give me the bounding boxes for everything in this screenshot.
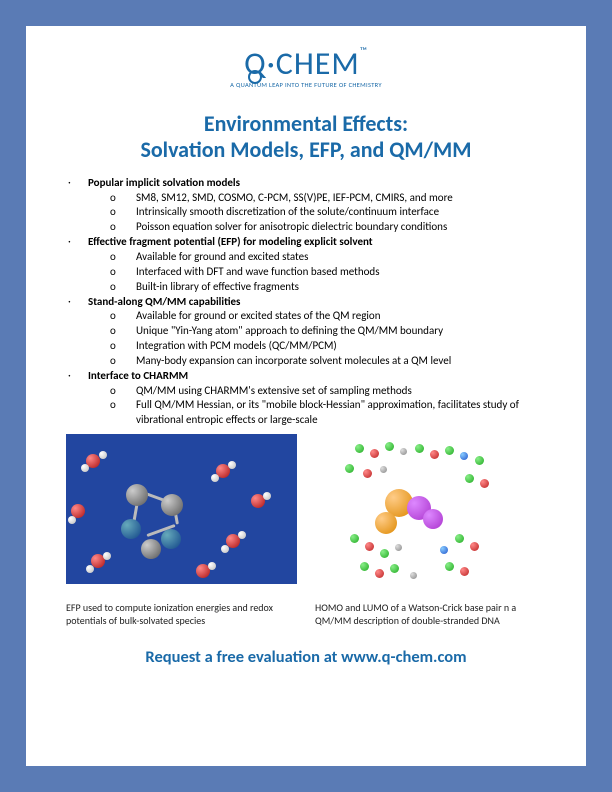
list-item: oUnique "Yin-Yang atom" approach to defi… [110,324,546,339]
caption-row: EFP used to compute ionization energies … [66,602,546,627]
list-item: oQM/MM using CHARMM's extensive set of s… [110,384,546,399]
page: Q·CHEM™ A QUANTUM LEAP INTO THE FUTURE O… [26,26,586,766]
section-heading: ·Stand-along QM/MM capabilities [66,295,546,310]
logo-block: Q·CHEM™ A QUANTUM LEAP INTO THE FUTURE O… [60,44,552,89]
figure-efp [66,434,297,584]
list-item: oFull QM/MM Hessian, or its "mobile bloc… [110,398,546,428]
list-item: oIntegration with PCM models (QC/MM/PCM) [110,339,546,354]
list-item: oAvailable for ground or excited states … [110,309,546,324]
logo-text: Q·CHEM™ [244,44,368,83]
content-list: ·Popular implicit solvation models oSM8,… [60,176,552,428]
list-item: oPoisson equation solver for anisotropic… [110,220,546,235]
section-heading: ·Popular implicit solvation models [66,176,546,191]
list-item: oBuilt-in library of effective fragments [110,280,546,295]
list-item: oSM8, SM12, SMD, COSMO, C-PCM, SS(V)PE, … [110,191,546,206]
title-line-2: Solvation Models, EFP, and QM/MM [60,137,552,163]
dna-image [315,434,546,584]
title-line-1: Environmental Effects: [60,111,552,137]
figure-caption-2: HOMO and LUMO of a Watson-Crick base pai… [315,602,546,627]
cta-text: Request a free evaluation at www.q-chem.… [60,647,552,667]
section-heading: ·Effective fragment potential (EFP) for … [66,235,546,250]
figure-caption-1: EFP used to compute ionization energies … [66,602,297,627]
figure-dna [315,434,546,584]
page-title: Environmental Effects: Solvation Models,… [60,111,552,164]
list-item: oAvailable for ground and excited states [110,250,546,265]
figure-row [66,434,546,584]
list-item: oMany-body expansion can incorporate sol… [110,354,546,369]
list-item: oIntrinsically smooth discretization of … [110,205,546,220]
molecule-image [66,434,297,584]
section-heading: ·Interface to CHARMM [66,369,546,384]
list-item: oInterfaced with DFT and wave function b… [110,265,546,280]
